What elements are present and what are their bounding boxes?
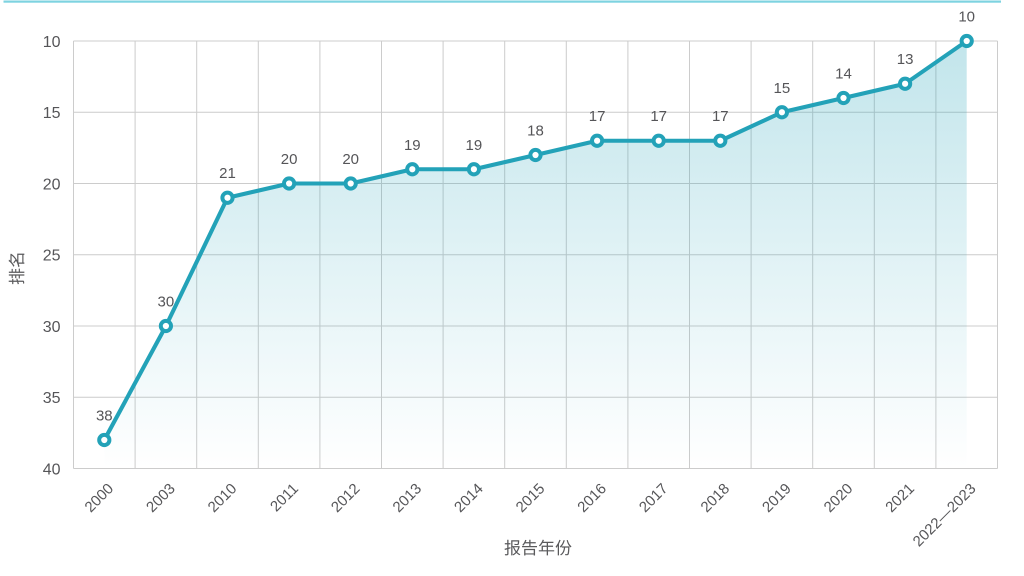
svg-text:18: 18: [527, 123, 544, 140]
svg-text:20: 20: [342, 151, 359, 168]
svg-text:15: 15: [774, 80, 791, 97]
svg-text:17: 17: [589, 108, 606, 125]
svg-text:20: 20: [43, 176, 61, 193]
svg-text:17: 17: [650, 108, 667, 125]
svg-text:30: 30: [158, 294, 175, 311]
svg-text:38: 38: [96, 408, 113, 425]
svg-text:25: 25: [43, 248, 61, 265]
svg-text:30: 30: [43, 319, 61, 336]
svg-text:10: 10: [43, 34, 61, 51]
svg-text:20: 20: [281, 151, 298, 168]
svg-text:21: 21: [219, 165, 236, 182]
svg-text:40: 40: [43, 461, 61, 478]
svg-text:15: 15: [43, 105, 61, 122]
svg-text:35: 35: [43, 390, 61, 407]
svg-text:14: 14: [835, 66, 852, 83]
svg-text:17: 17: [712, 108, 729, 125]
svg-text:19: 19: [466, 137, 483, 154]
svg-text:13: 13: [897, 51, 914, 68]
svg-text:19: 19: [404, 137, 421, 154]
svg-text:10: 10: [958, 9, 975, 26]
